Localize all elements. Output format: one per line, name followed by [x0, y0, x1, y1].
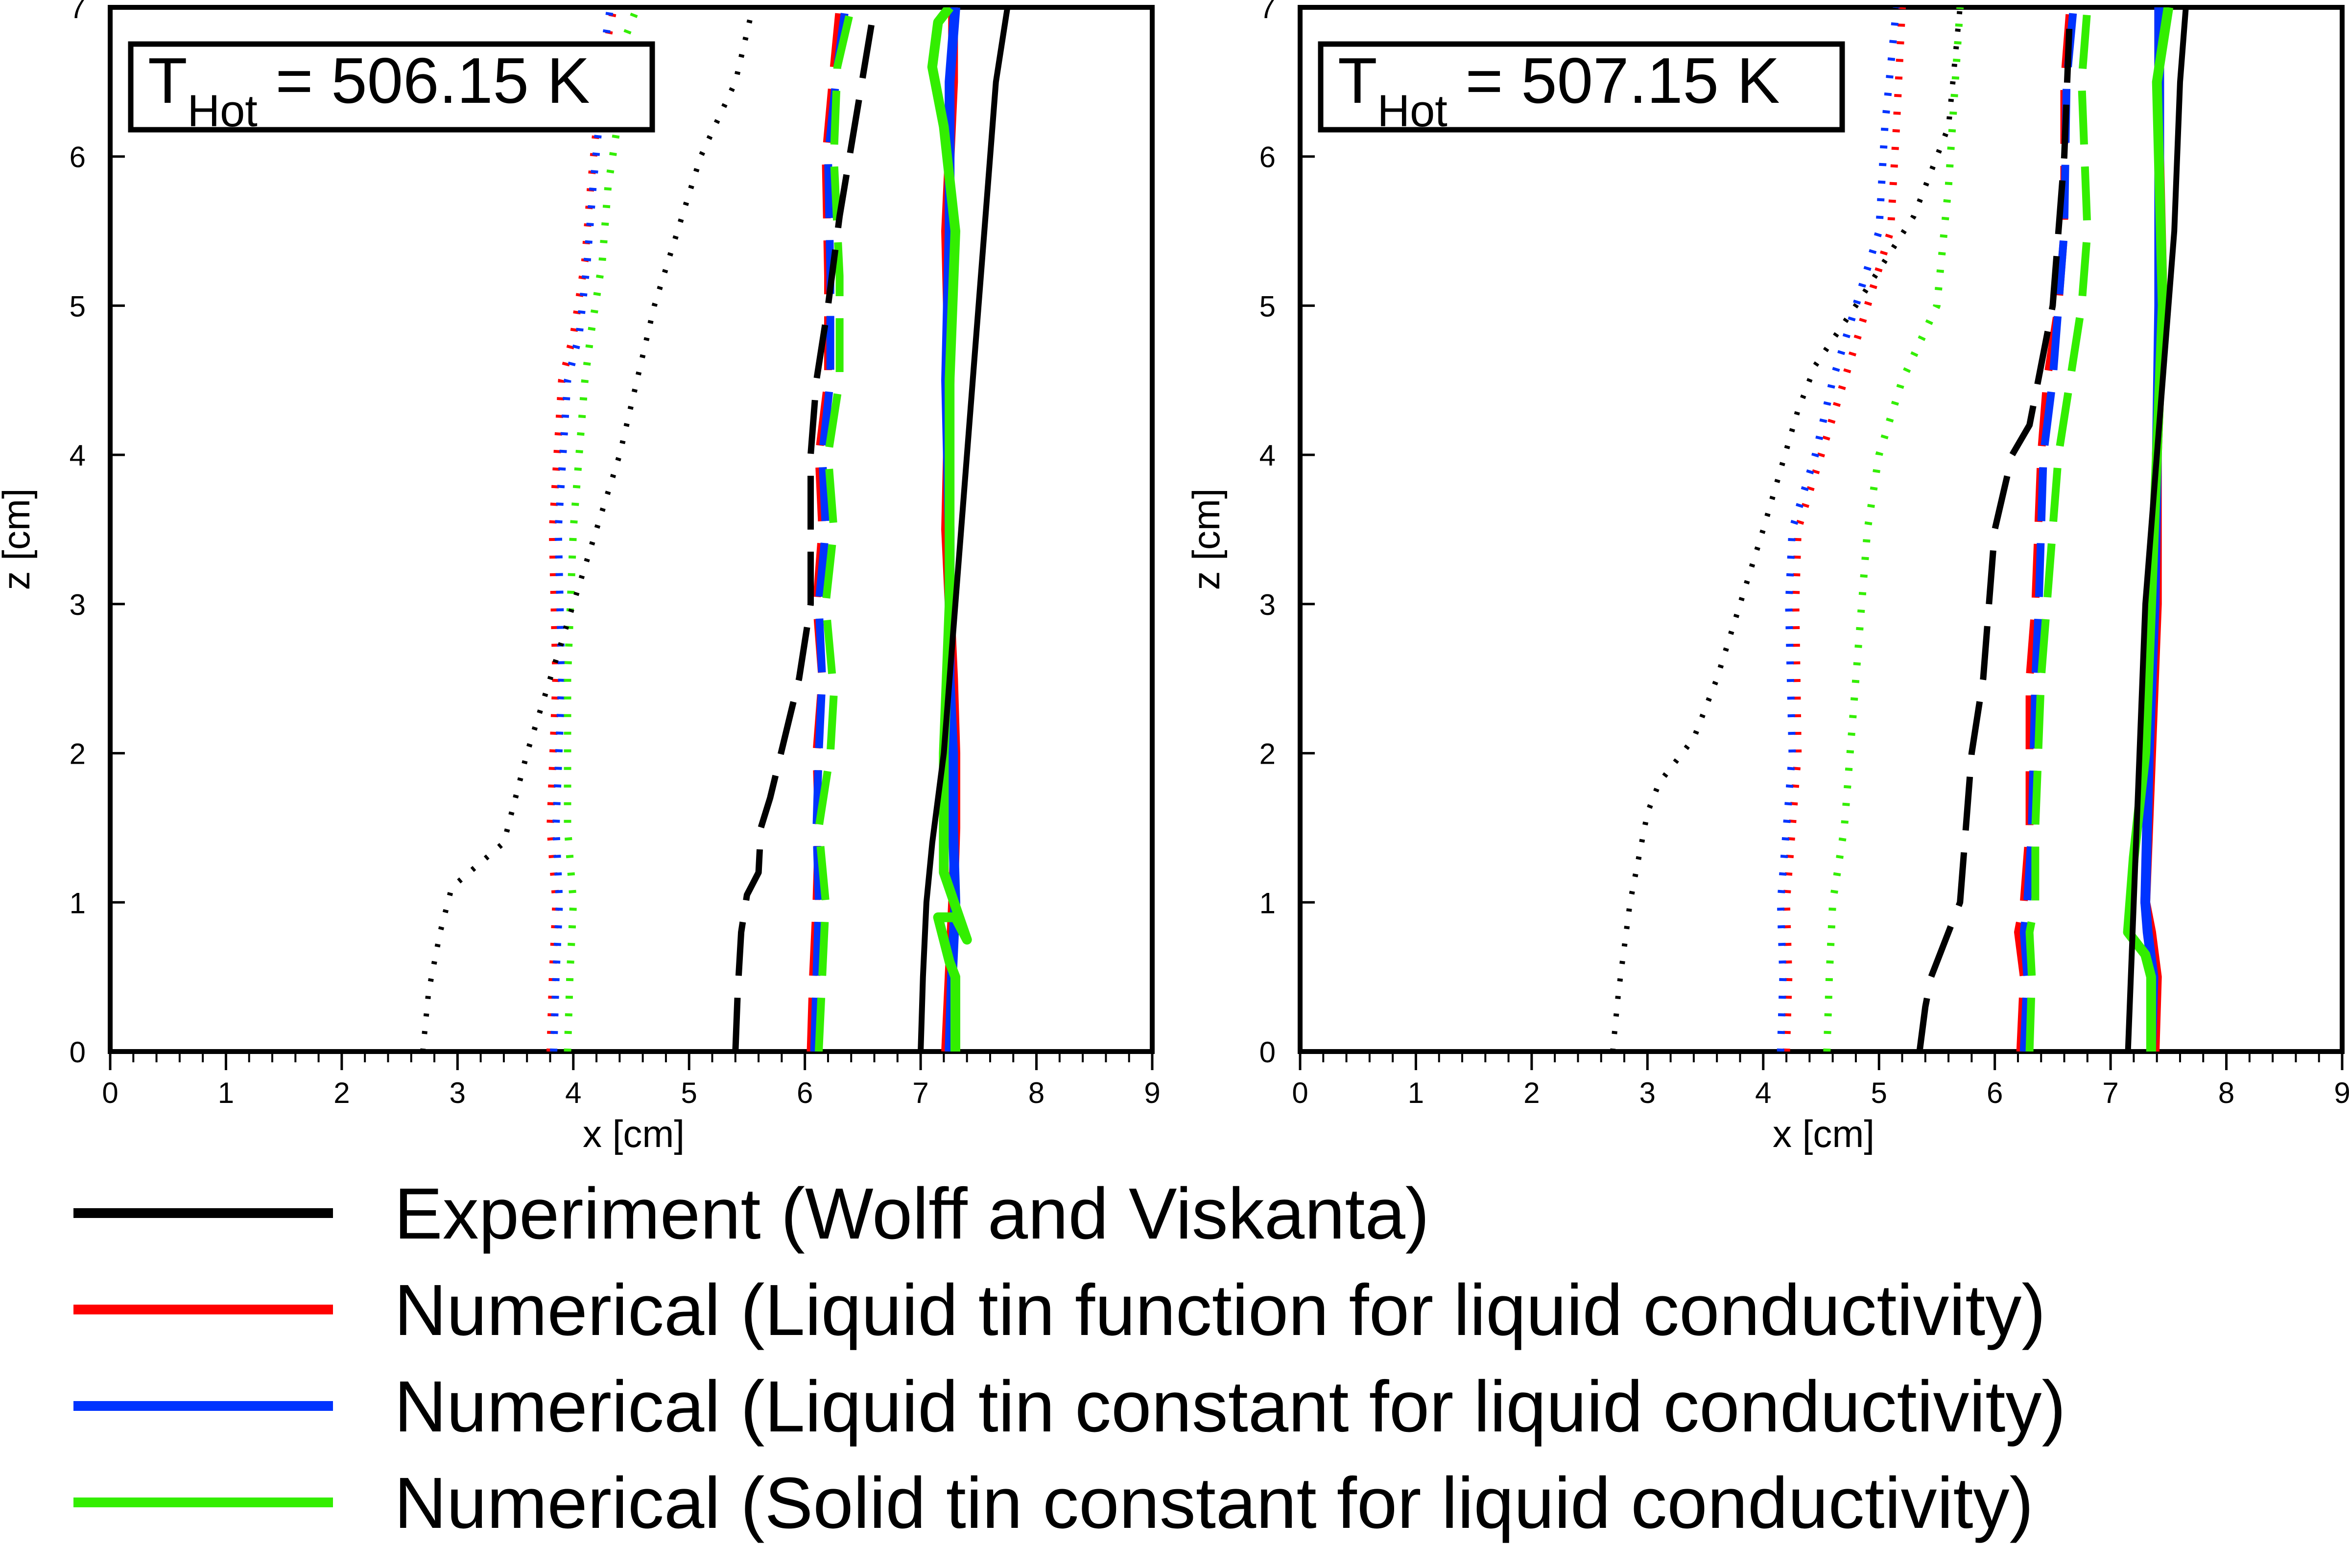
y-tick-label: 7: [1259, 0, 1276, 24]
x-tick-label: 0: [1292, 1077, 1308, 1109]
x-tick-label: 3: [1639, 1077, 1656, 1109]
y-tick-label: 6: [70, 141, 86, 174]
x-tick-label: 5: [681, 1077, 697, 1109]
y-tick-label: 0: [70, 1036, 86, 1069]
annotation-suffix: = 506.15 K: [258, 45, 590, 117]
y-tick-label: 4: [1259, 439, 1276, 472]
plot-left: 0 1 2 3 4 5 6 7 8 9 0 1 2 3 4 5 6 7 x [cm] z [cm] THot = 506…: [0, 0, 1161, 1155]
annotation-text: THot = 506.15 K: [148, 45, 590, 136]
x-tick-label: 2: [333, 1077, 350, 1109]
series-line-experiment-solid: [2125, 7, 2189, 1052]
series-line-liquid-constant-dashed: [2019, 7, 2078, 1052]
x-tick-label: 9: [1144, 1077, 1160, 1109]
series-line-liquid-function-dashed: [2014, 7, 2074, 1052]
legend-item-liquid-constant: Numerical (Liquid tin constant for liqui…: [73, 1366, 2066, 1447]
series-line-liquid-function-dotted: [546, 7, 617, 1052]
y-axis-label: z [cm]: [1185, 489, 1228, 590]
annotation-subscript: Hot: [1377, 86, 1447, 136]
annotation-subscript: Hot: [188, 86, 258, 136]
legend-label: Experiment (Wolff and Viskanta): [394, 1173, 1429, 1254]
x-tick-label: 8: [2218, 1077, 2234, 1109]
plot-frame: [108, 5, 1155, 1054]
legend-item-liquid-function: Numerical (Liquid tin function for liqui…: [73, 1270, 2046, 1351]
x-tick-label: 1: [1408, 1077, 1424, 1109]
y-tick-label: 7: [70, 0, 86, 24]
x-tick-label: 5: [1871, 1077, 1887, 1109]
y-tick-label: 3: [70, 588, 86, 621]
x-tick-label: 7: [912, 1077, 928, 1109]
series-group: [420, 7, 1011, 1052]
annotation-prefix: T: [148, 45, 188, 117]
x-tick-label: 9: [2334, 1077, 2349, 1109]
legend-label: Numerical (Liquid tin constant for liqui…: [394, 1366, 2066, 1447]
series-line-solid-constant-dashed: [2025, 7, 2091, 1052]
y-tick-label: 1: [1259, 887, 1276, 919]
y-tick-label: 4: [70, 439, 86, 472]
x-tick-label: 6: [1987, 1077, 2003, 1109]
plot-frame: [1298, 5, 2345, 1054]
series-line-solid-constant-dotted: [1823, 7, 1964, 1052]
x-tick-label: 4: [1755, 1077, 1771, 1109]
x-axis-label: x [cm]: [583, 1112, 685, 1155]
legend: Experiment (Wolff and Viskanta) Numerical…: [73, 1173, 2066, 1544]
y-tick-label: 1: [70, 887, 86, 919]
plot-right: 0 1 2 3 4 5 6 7 8 9 0 1 2 3 4 5 6 7 x [cm] z [cm] THot = 507…: [1185, 0, 2349, 1155]
series-line-experiment-dotted: [1610, 7, 1963, 1052]
legend-label: Numerical (Solid tin constant for liquid…: [394, 1463, 2034, 1544]
series-line-solid-constant-dotted: [564, 7, 641, 1052]
x-tick-label: 4: [565, 1077, 581, 1109]
x-tick-label: 6: [797, 1077, 813, 1109]
y-tick-label: 2: [70, 738, 86, 771]
y-axis-ticks: [1300, 6, 1315, 1053]
x-tick-label: 0: [102, 1077, 118, 1109]
series-line-solid-constant-dashed: [815, 7, 855, 1052]
series-line-experiment-solid: [918, 7, 1011, 1052]
y-tick-label: 5: [1259, 290, 1276, 323]
y-axis-label: z [cm]: [0, 489, 38, 590]
annotation-text: THot = 507.15 K: [1338, 45, 1780, 136]
annotation-box: [128, 41, 655, 133]
y-axis-ticks: [110, 6, 125, 1053]
y-tick-label: 0: [1259, 1036, 1276, 1069]
series-line-experiment-dashed: [732, 7, 878, 1052]
x-axis-ticks: [1299, 1052, 2344, 1070]
series-line-solid-constant-solid: [2123, 7, 2174, 1052]
series-line-experiment-dashed: [1916, 7, 2073, 1052]
legend-item-experiment: Experiment (Wolff and Viskanta): [73, 1173, 1429, 1254]
y-tick-label: 3: [1259, 588, 1276, 621]
legend-label: Numerical (Liquid tin function for liqui…: [394, 1270, 2046, 1351]
x-axis-ticks: [109, 1052, 1154, 1070]
legend-item-solid-constant: Numerical (Solid tin constant for liquid…: [73, 1463, 2034, 1544]
x-tick-label: 7: [2102, 1077, 2118, 1109]
x-tick-label: 3: [450, 1077, 466, 1109]
x-tick-label: 1: [218, 1077, 234, 1109]
series-line-liquid-constant-dotted: [550, 7, 614, 1052]
x-tick-label: 2: [1523, 1077, 1540, 1109]
y-tick-label: 6: [1259, 141, 1276, 174]
x-tick-label: 8: [1028, 1077, 1044, 1109]
annotation-box: [1318, 41, 1845, 133]
annotation-prefix: T: [1338, 45, 1377, 117]
y-tick-label: 2: [1259, 738, 1276, 771]
x-axis-label: x [cm]: [1773, 1112, 1874, 1155]
y-tick-label: 5: [70, 290, 86, 323]
series-group: [1610, 7, 2189, 1052]
annotation-suffix: = 507.15 K: [1447, 45, 1780, 117]
series-line-liquid-constant-dashed: [810, 7, 850, 1052]
